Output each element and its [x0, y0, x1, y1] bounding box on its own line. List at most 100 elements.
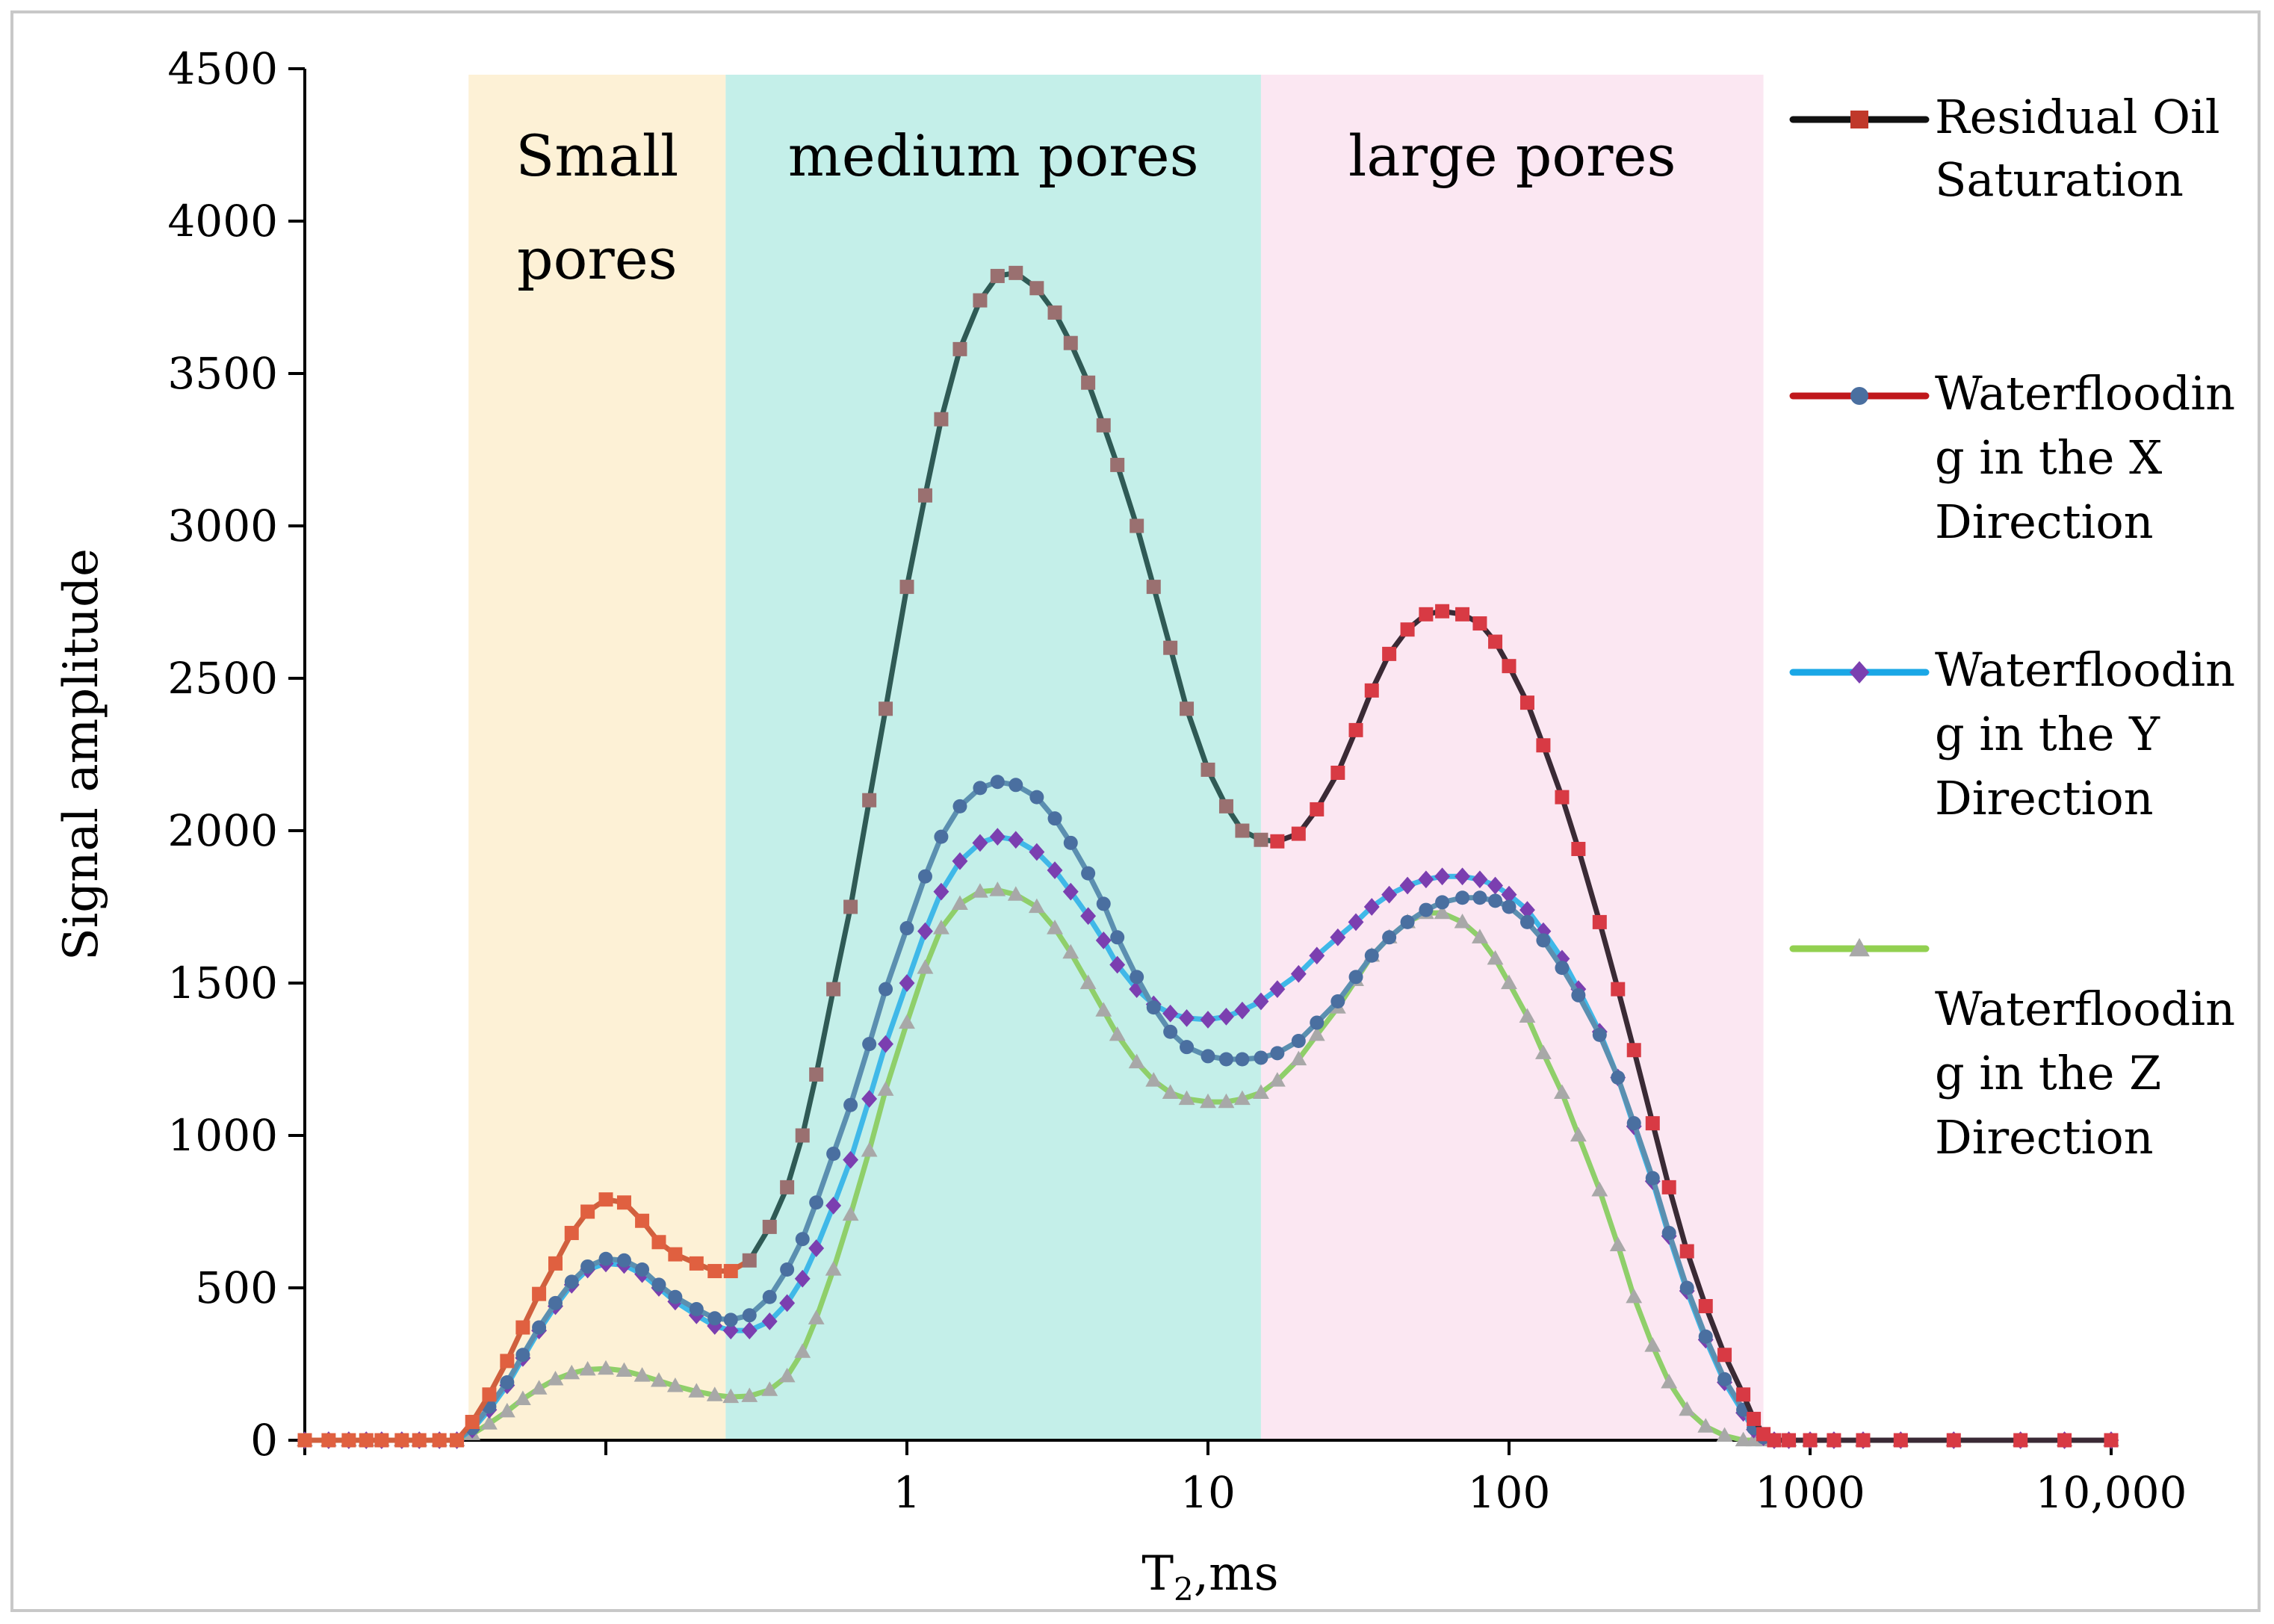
- series-0-point-84: [1767, 1433, 1782, 1448]
- legend-label-1-1: g in the X: [1935, 430, 2162, 485]
- legend-label-2-1: g in the Y: [1935, 707, 2160, 761]
- series-3-line-70: [1540, 1050, 1565, 1096]
- series-2-point-71: [1554, 949, 1570, 968]
- series-0-line-27: [784, 1132, 805, 1190]
- y-tick-label-500: 500: [195, 1262, 278, 1313]
- series-0-point-73: [1592, 914, 1607, 929]
- series-0-point-43: [1063, 335, 1078, 350]
- series-0-line-77: [1666, 1184, 1690, 1254]
- series-3-point-65: [1454, 914, 1471, 929]
- series-3-point-21: [666, 1377, 684, 1392]
- series-3-point-50: [1178, 1090, 1195, 1106]
- series-1-point-17: [598, 1251, 613, 1266]
- axes: 0 500 1000 1500 2000 2500 3000 3500 4000 4500 1 10 1…: [167, 43, 2187, 1518]
- series-0-point-85: [1782, 1433, 1797, 1448]
- series-0-point-8: [450, 1433, 465, 1448]
- y-tick-label-1500: 1500: [167, 958, 278, 1008]
- series-3-point-38: [972, 883, 988, 898]
- series-3-point-42: [1047, 920, 1063, 935]
- series-3-point-64: [1434, 904, 1451, 920]
- series-2-line-32: [867, 1041, 889, 1102]
- series-0-point-69: [1519, 695, 1534, 710]
- series-3-point-48: [1145, 1072, 1162, 1087]
- series-3-line-73: [1596, 1187, 1621, 1248]
- series-0-point-62: [1400, 622, 1415, 637]
- legend-label-3-0: Waterfloodin: [1935, 982, 2235, 1036]
- y-tick-label-4500: 4500: [167, 43, 278, 94]
- series-2-point-38: [972, 834, 988, 852]
- series-1-point-41: [1029, 790, 1044, 805]
- legend-marker-3: [1849, 937, 1870, 957]
- series-1-point-15: [564, 1274, 579, 1289]
- series-0-point-17: [598, 1192, 613, 1207]
- series-3-point-79: [1697, 1418, 1714, 1433]
- x-tick-label-1: 1: [893, 1467, 921, 1518]
- series-0-line-33: [883, 584, 910, 712]
- series-0-line-46: [1115, 462, 1140, 529]
- series-3-point-43: [1062, 943, 1079, 959]
- series-3-point-77: [1661, 1374, 1678, 1389]
- y-axis-title: Signal amplitude: [54, 548, 109, 961]
- series-1-point-47: [1130, 970, 1144, 985]
- series-1-point-12: [515, 1348, 530, 1363]
- legend-marker-1: [1850, 387, 1868, 405]
- series-2-line-30: [831, 1157, 854, 1209]
- series-3-point-37: [952, 895, 968, 910]
- series-1-point-22: [689, 1302, 704, 1317]
- series-1-line-30: [831, 1102, 854, 1156]
- series-0-line-49: [1168, 645, 1190, 712]
- series-3-point-40: [1007, 886, 1024, 901]
- series-1-line-77: [1666, 1230, 1690, 1291]
- series-3-point-36: [932, 920, 949, 935]
- series-1-point-65: [1455, 890, 1470, 905]
- series-0-line-34: [904, 492, 928, 590]
- series-0-point-53: [1235, 823, 1250, 838]
- series-0: [297, 265, 2119, 1448]
- series-0-line-28: [799, 1071, 820, 1138]
- x-axis-title-suffix: ,ms: [1194, 1546, 1279, 1602]
- series-0-point-36: [934, 412, 949, 427]
- series-3-line-32: [867, 1087, 889, 1153]
- series-2-point-37: [952, 852, 968, 870]
- series-0-point-79: [1698, 1298, 1713, 1313]
- series-2-point-42: [1047, 861, 1063, 879]
- series-3-line-33: [883, 1020, 910, 1093]
- series-0-point-52: [1218, 799, 1233, 813]
- series-0-point-16: [580, 1204, 595, 1219]
- series-2-point-36: [933, 882, 949, 901]
- series-0-point-26: [762, 1219, 777, 1234]
- series-0-point-1: [321, 1433, 336, 1448]
- series-0-point-66: [1472, 616, 1487, 631]
- series-3-point-46: [1109, 1026, 1126, 1041]
- series-2-point-52: [1218, 1008, 1234, 1026]
- series-1-line-35: [922, 834, 944, 879]
- series-0-point-76: [1645, 1116, 1660, 1131]
- series-3-point-10: [481, 1415, 498, 1430]
- series-3-point-54: [1253, 1084, 1269, 1099]
- series-0-point-28: [795, 1128, 810, 1143]
- series-1-point-44: [1081, 866, 1096, 881]
- series-0-point-80: [1717, 1348, 1732, 1363]
- series-1-point-48: [1146, 1000, 1161, 1015]
- series-1-line-72: [1576, 992, 1602, 1038]
- series-0-line-58: [1335, 727, 1359, 775]
- series-0-point-14: [548, 1256, 563, 1271]
- series-3-line-75: [1631, 1294, 1655, 1349]
- series-3-point-27: [778, 1367, 796, 1383]
- series-3-point-71: [1554, 1084, 1570, 1099]
- series-3-point-66: [1472, 929, 1488, 943]
- series-1-point-37: [952, 799, 967, 813]
- series-2-point-33: [878, 1035, 894, 1053]
- series-1-line-34: [904, 873, 928, 932]
- series-2-point-32: [861, 1090, 878, 1108]
- series-2-point-67: [1487, 876, 1504, 895]
- y-tick-label-3000: 3000: [167, 500, 278, 551]
- series-1-line-79: [1703, 1333, 1728, 1382]
- series-1-point-45: [1096, 896, 1111, 911]
- series-0-line-70: [1540, 743, 1565, 800]
- region-label-0-1: pores: [517, 226, 678, 292]
- series-1-point-76: [1645, 1171, 1660, 1186]
- series-0-point-65: [1455, 607, 1470, 622]
- series-0-point-2: [341, 1433, 356, 1448]
- series-1-point-29: [809, 1195, 824, 1210]
